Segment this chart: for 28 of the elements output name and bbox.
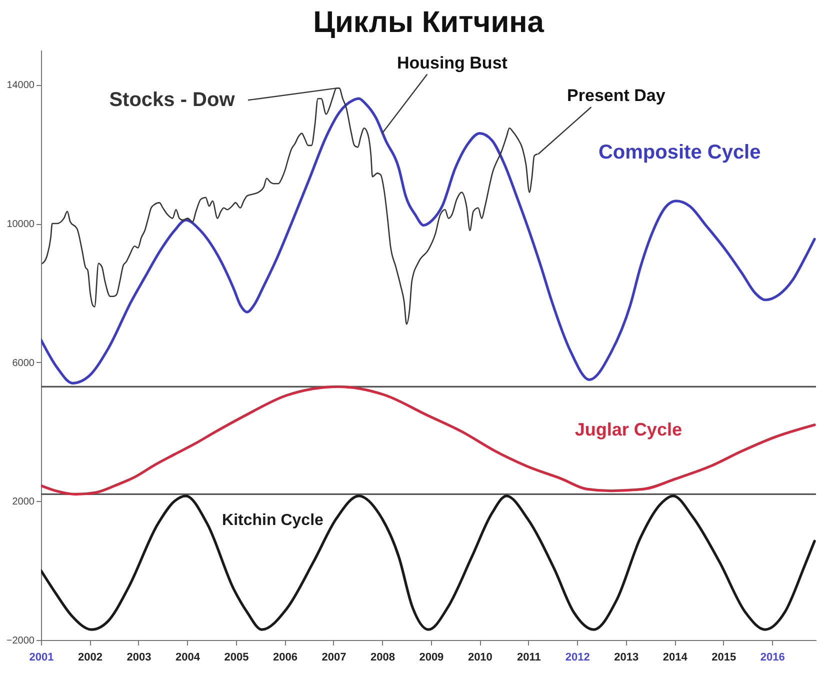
x-tick-label: 2008 bbox=[370, 652, 395, 664]
text: Composite Cycle bbox=[598, 142, 761, 164]
chart-title: Циклы Китчина bbox=[313, 6, 544, 39]
x-tick-label: 2001 bbox=[29, 652, 54, 664]
x-tick-label: 2006 bbox=[272, 652, 298, 664]
y-tick-label: −2000 bbox=[6, 636, 35, 646]
series-label: Juglar Cycle bbox=[574, 420, 682, 440]
x-tick-label: 2013 bbox=[614, 652, 639, 664]
y-tick-label: 6000 bbox=[12, 358, 35, 369]
x-tick-label: 2003 bbox=[126, 652, 152, 664]
annotation: Present Day bbox=[567, 86, 666, 106]
x-tick-label: 2002 bbox=[78, 652, 102, 664]
x-tick-label: 2007 bbox=[322, 652, 346, 664]
x-tick-label: 2004 bbox=[175, 652, 201, 664]
x-tick-label: 2005 bbox=[224, 652, 249, 664]
y-tick-label: 14000 bbox=[6, 80, 35, 92]
x-tick-label: 2012 bbox=[565, 652, 590, 664]
x-tick-label: 2011 bbox=[516, 652, 541, 664]
x-tick-label: 2015 bbox=[712, 652, 736, 664]
x-tick-label: 2014 bbox=[662, 652, 688, 664]
series-label: Kitchin Cycle bbox=[222, 512, 324, 530]
x-tick-label: 2009 bbox=[419, 652, 444, 664]
y-tick-label: 2000 bbox=[12, 496, 35, 508]
annotation: Housing Bust bbox=[396, 53, 508, 72]
x-tick-label: 2016 bbox=[760, 652, 785, 664]
y-tick-label: 10000 bbox=[6, 219, 35, 230]
legend-label: Stocks - Dow bbox=[109, 89, 236, 112]
x-tick-label: 2010 bbox=[468, 652, 492, 664]
